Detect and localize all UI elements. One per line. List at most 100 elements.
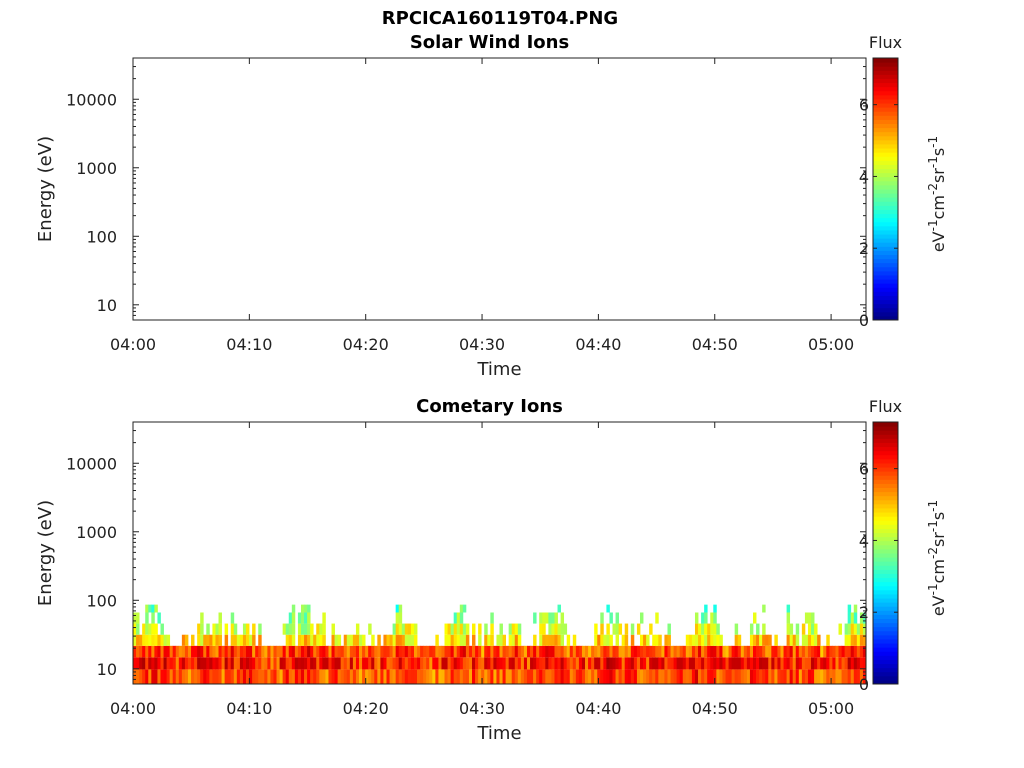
heatmap-cell [487, 634, 491, 646]
heatmap-cell [377, 645, 381, 658]
heatmap-cell [246, 623, 250, 635]
heatmap-cell [285, 669, 290, 684]
heatmap-cell [148, 657, 152, 670]
heatmap-cell [646, 645, 650, 658]
heatmap-cell [859, 669, 864, 684]
heatmap-cell [710, 634, 714, 646]
heatmap-cell [365, 645, 369, 658]
heatmap-cell [197, 623, 201, 635]
heatmap-cell [814, 645, 818, 658]
heatmap-cell [139, 657, 143, 670]
heatmap-cell [163, 634, 167, 646]
heatmap-cell [456, 623, 461, 635]
heatmap-cell [728, 669, 733, 684]
heatmap-cell [273, 657, 277, 670]
heatmap-cell [780, 645, 784, 658]
colorbar-step [873, 434, 898, 439]
heatmap-cell [731, 669, 736, 684]
heatmap-cell [395, 645, 400, 658]
heatmap-cell [255, 657, 259, 670]
heatmap-cell [698, 657, 702, 670]
heatmap-cell [753, 657, 757, 670]
heatmap-cell [352, 634, 357, 646]
heatmap-cell [523, 657, 528, 670]
heatmap-cell [615, 645, 620, 658]
heatmap-cell [652, 657, 656, 670]
colorbar-tick-label: 4 [859, 167, 869, 186]
heatmap-cell [478, 634, 482, 646]
heatmap-cell [551, 623, 555, 635]
heatmap-cell [835, 657, 839, 670]
heatmap-cell [710, 669, 714, 684]
heatmap-cell [704, 657, 708, 670]
colorbar-step [873, 189, 898, 194]
heatmap-cell [768, 645, 772, 658]
heatmap-cell [652, 634, 656, 646]
heatmap-cell [682, 669, 687, 684]
heatmap-cell [682, 657, 687, 670]
heatmap-cell [346, 657, 351, 670]
colorbar-step [873, 283, 898, 288]
heatmap-cell [398, 657, 403, 670]
heatmap-cell [545, 634, 549, 646]
heatmap-cell [386, 669, 390, 684]
heatmap-cell [554, 634, 558, 646]
heatmap-cell [200, 657, 204, 670]
heatmap-cell [453, 612, 458, 624]
heatmap-cell [459, 612, 464, 624]
heatmap-cell [291, 657, 296, 670]
heatmap-cell [465, 623, 470, 635]
heatmap-cell [395, 657, 400, 670]
heatmap-cell [417, 645, 421, 658]
heatmap-cell [392, 623, 397, 635]
heatmap-cell [847, 645, 852, 658]
heatmap-cell [447, 623, 452, 635]
heatmap-cell [340, 657, 345, 670]
heatmap-cell [737, 634, 742, 646]
heatmap-cell [835, 669, 839, 684]
heatmap-cell [597, 669, 601, 684]
heatmap-cell [459, 657, 464, 670]
heatmap-cell [398, 612, 403, 624]
heatmap-cell [181, 645, 186, 658]
heatmap-cell [453, 645, 458, 658]
heatmap-cell [230, 657, 235, 670]
heatmap-cell [282, 645, 287, 658]
heatmap-cell [639, 645, 644, 658]
heatmap-cell [224, 669, 229, 684]
heatmap-cell [197, 669, 201, 684]
heatmap-cell [694, 623, 699, 635]
heatmap-cell [459, 604, 464, 613]
heatmap-cell [383, 657, 387, 670]
colorbar-step [873, 229, 898, 235]
heatmap-cell [713, 657, 717, 670]
heatmap-cell [523, 645, 528, 658]
heatmap-cell [759, 669, 763, 684]
heatmap-cell [172, 645, 177, 658]
heatmap-cell [417, 657, 421, 670]
heatmap-cell [844, 623, 849, 635]
heatmap-cell [762, 645, 766, 658]
heatmap-cell [426, 657, 430, 670]
heatmap-cell [734, 669, 739, 684]
heatmap-cell [731, 657, 736, 670]
heatmap-cell [804, 634, 809, 646]
heatmap-cell [600, 612, 604, 624]
heatmap-cell [151, 604, 155, 613]
heatmap-cell [337, 634, 342, 646]
heatmap-cell [383, 669, 387, 684]
y-tick-label: 10000 [66, 90, 117, 109]
heatmap-cell [594, 634, 598, 646]
heatmap-cell [297, 669, 302, 684]
heatmap-cell [563, 657, 568, 670]
colorbar-step [873, 70, 898, 75]
heatmap-cell [691, 634, 696, 646]
heatmap-cell [359, 657, 363, 670]
heatmap-cell [389, 634, 393, 646]
heatmap-cell [252, 669, 256, 684]
heatmap-cell [753, 669, 757, 684]
heatmap-cell [203, 657, 207, 670]
heatmap-cell [490, 634, 494, 646]
heatmap-cell [530, 657, 534, 670]
heatmap-cell [710, 645, 714, 658]
